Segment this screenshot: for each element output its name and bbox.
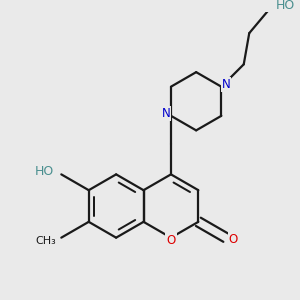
Text: CH₃: CH₃: [36, 236, 56, 245]
Text: O: O: [229, 233, 238, 246]
Text: HO: HO: [275, 0, 295, 12]
Text: N: N: [162, 107, 170, 120]
Text: HO: HO: [34, 165, 54, 178]
Text: N: N: [222, 78, 230, 91]
Text: O: O: [166, 234, 176, 247]
